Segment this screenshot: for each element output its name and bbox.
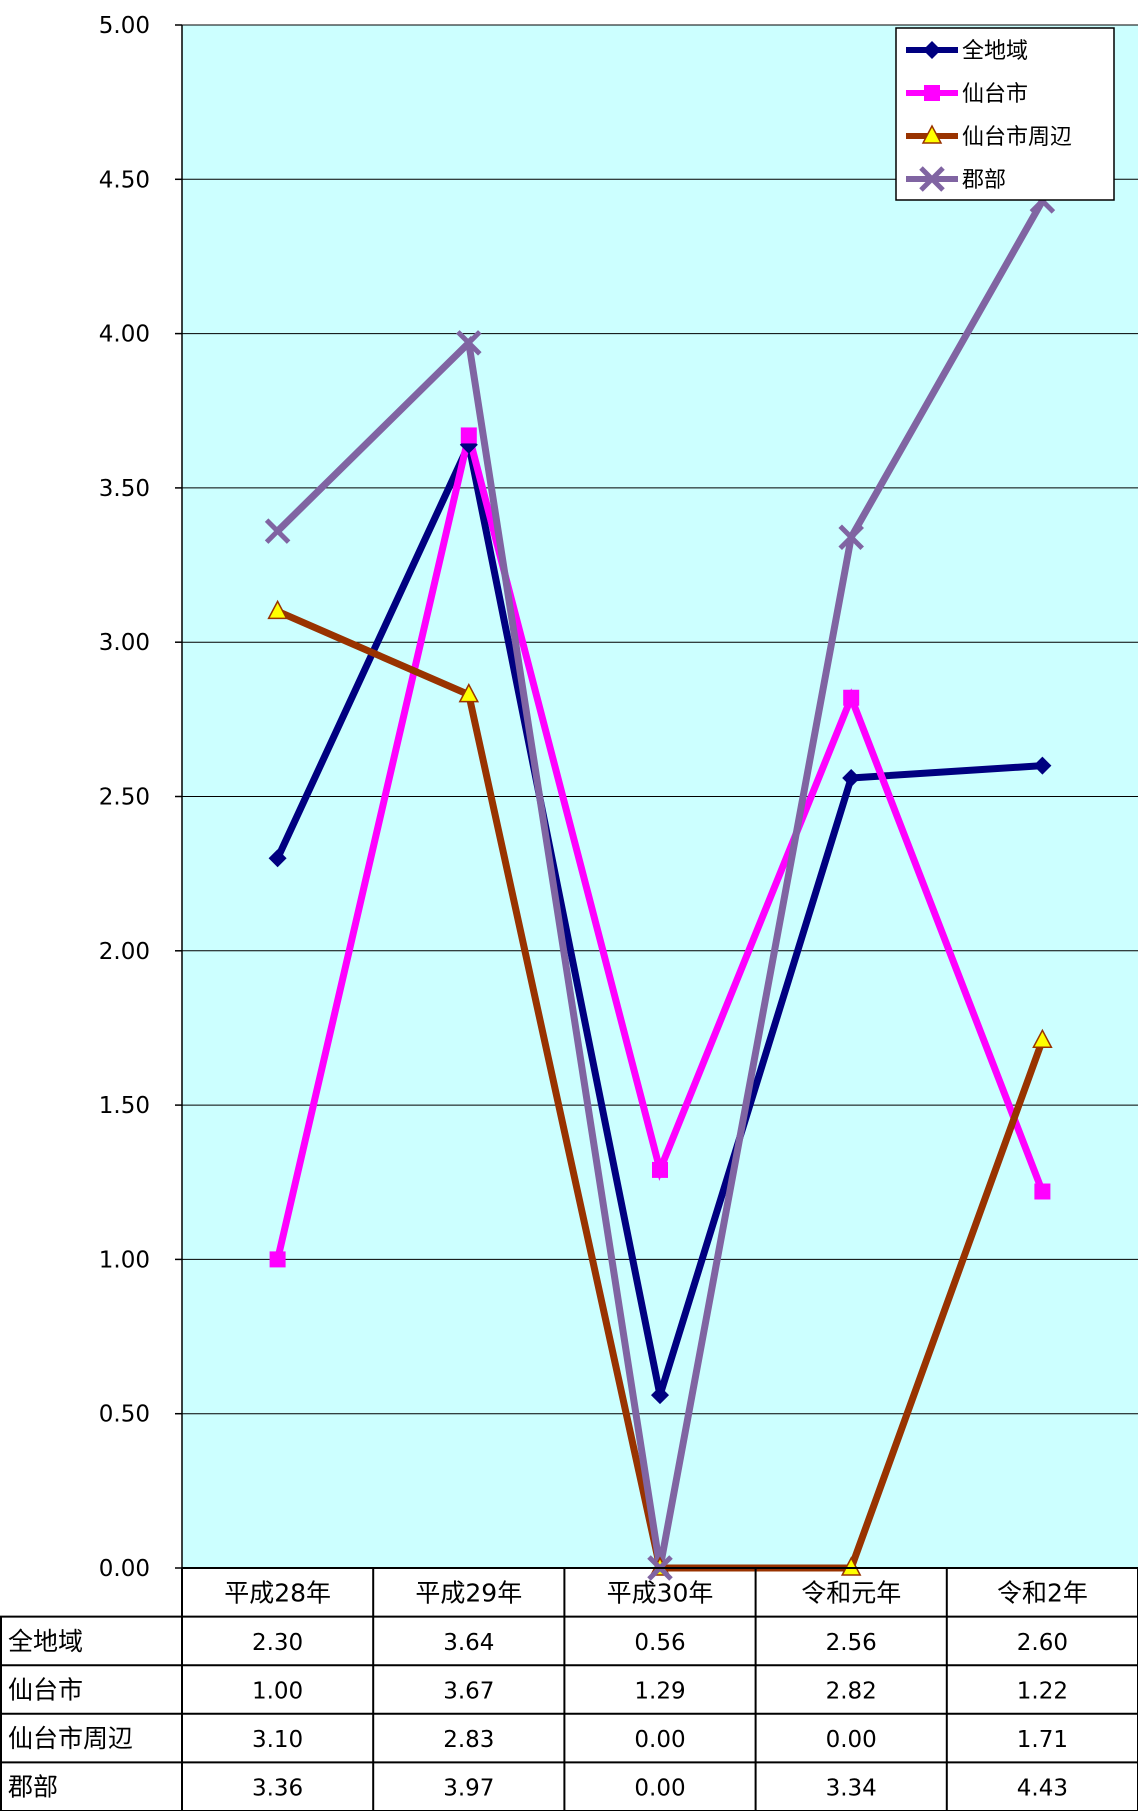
table-cell-value: 0.00 bbox=[634, 1727, 685, 1753]
table-cell-value: 0.00 bbox=[826, 1727, 877, 1753]
table-row-label: 仙台市 bbox=[8, 1676, 83, 1705]
table-cell-value: 2.30 bbox=[252, 1630, 303, 1656]
legend-label: 郡部 bbox=[962, 168, 1006, 193]
table-cell-value: 2.82 bbox=[826, 1679, 877, 1705]
square-marker bbox=[1034, 1183, 1051, 1200]
y-tick-label: 5.00 bbox=[99, 13, 150, 39]
x-category-label: 平成30年 bbox=[607, 1578, 714, 1607]
x-category-label: 令和2年 bbox=[997, 1578, 1088, 1607]
x-category-label: 平成28年 bbox=[224, 1578, 331, 1607]
x-marker-stroke bbox=[838, 524, 864, 551]
grid-lines bbox=[182, 24, 1138, 1415]
table-cell-value: 3.97 bbox=[443, 1776, 494, 1802]
table-cell-value: 1.29 bbox=[634, 1679, 685, 1705]
diamond-marker bbox=[923, 41, 941, 59]
table-cell-value: 0.00 bbox=[634, 1776, 685, 1802]
legend-label: 全地域 bbox=[962, 39, 1028, 64]
table-row-label: 全地域 bbox=[8, 1627, 83, 1656]
y-axis-ticks: 0.00 0.50 1.00 1.50 2.00 2.50 3.00 3.50 4.00 4.50… bbox=[99, 13, 182, 1582]
square-marker bbox=[843, 689, 860, 706]
triangle-marker bbox=[840, 1556, 862, 1576]
series-markers bbox=[269, 427, 1051, 1268]
diamond-marker bbox=[268, 849, 287, 868]
square-marker bbox=[924, 85, 940, 101]
table-cell-value: 3.67 bbox=[443, 1679, 494, 1705]
diamond-marker bbox=[842, 768, 861, 787]
square-marker bbox=[652, 1161, 668, 1178]
y-tick-label: 3.00 bbox=[99, 630, 150, 656]
triangle-marker bbox=[458, 683, 480, 703]
table-cell-value: 3.36 bbox=[252, 1776, 303, 1802]
table-cell-value: 0.56 bbox=[634, 1630, 685, 1656]
y-tick-label: 4.00 bbox=[99, 322, 150, 348]
series-markers bbox=[268, 435, 1052, 1405]
table-cell-value: 2.83 bbox=[443, 1727, 494, 1753]
y-tick-label: 1.00 bbox=[99, 1247, 150, 1273]
table-cell-value: 1.71 bbox=[1017, 1727, 1068, 1753]
table-cell-value: 2.56 bbox=[826, 1630, 877, 1656]
diamond-marker bbox=[651, 1386, 669, 1405]
legend-label: 仙台市 bbox=[962, 82, 1028, 107]
x-marker-stroke bbox=[919, 166, 945, 192]
table-cell-value: 1.22 bbox=[1017, 1679, 1068, 1705]
legend-label: 仙台市周辺 bbox=[962, 125, 1072, 150]
x-marker-stroke bbox=[264, 518, 291, 544]
y-tick-label: 0.00 bbox=[99, 1556, 150, 1582]
diamond-marker bbox=[1033, 756, 1052, 775]
table-cell-value: 1.00 bbox=[252, 1679, 303, 1705]
table-cell-value: 3.64 bbox=[443, 1630, 494, 1656]
y-tick-label: 4.50 bbox=[99, 167, 150, 193]
y-tick-label: 2.00 bbox=[99, 939, 150, 965]
table-row-label: 郡部 bbox=[8, 1773, 58, 1802]
x-category-label: 平成29年 bbox=[415, 1578, 522, 1607]
table-cell-value: 3.34 bbox=[826, 1776, 877, 1802]
legend-item: 全地域 bbox=[906, 39, 1028, 64]
triangle-marker bbox=[921, 124, 943, 144]
table-row-label: 仙台市周辺 bbox=[8, 1724, 133, 1753]
x-marker-stroke bbox=[456, 330, 482, 356]
square-marker bbox=[460, 427, 477, 444]
triangle-marker bbox=[267, 599, 288, 620]
y-tick-label: 1.50 bbox=[99, 1093, 150, 1119]
triangle-marker bbox=[1032, 1028, 1053, 1049]
square-marker bbox=[269, 1251, 286, 1268]
table-cell-value: 4.43 bbox=[1017, 1776, 1068, 1802]
legend-item: 仙台市 bbox=[906, 82, 1028, 107]
y-tick-label: 3.50 bbox=[99, 476, 150, 502]
x-category-label: 令和元年 bbox=[801, 1578, 901, 1607]
y-tick-label: 0.50 bbox=[99, 1402, 150, 1428]
y-tick-label: 2.50 bbox=[99, 785, 150, 811]
table-cell-value: 2.60 bbox=[1017, 1630, 1068, 1656]
legend-item: 郡部 bbox=[906, 166, 1006, 193]
legend-item: 仙台市周辺 bbox=[906, 124, 1072, 150]
table-cell-value: 3.10 bbox=[252, 1727, 303, 1753]
